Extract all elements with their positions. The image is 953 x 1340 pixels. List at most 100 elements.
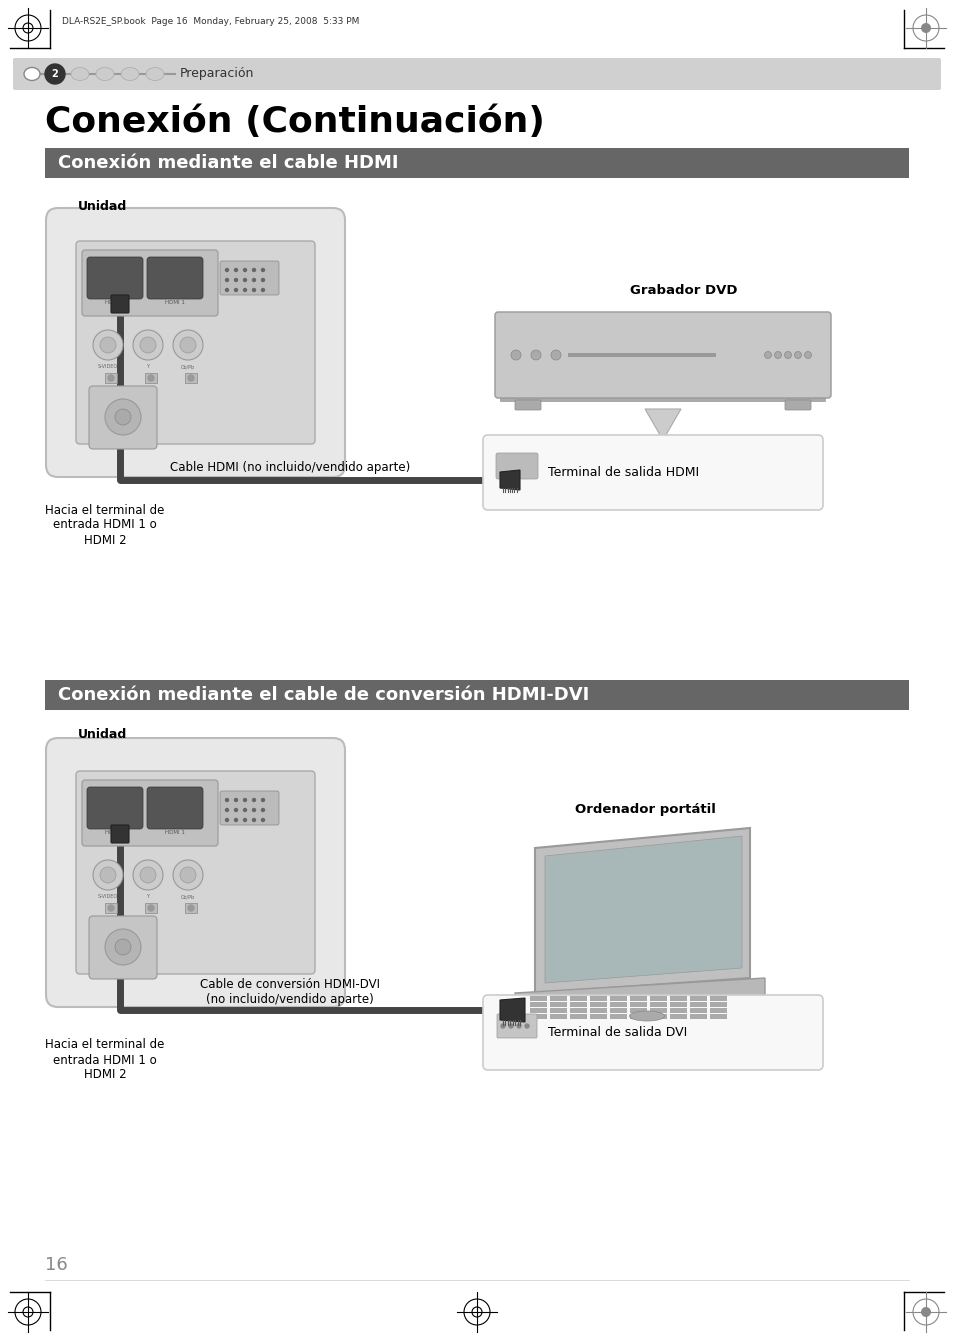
Bar bbox=[649, 1014, 666, 1018]
Text: Hacia el terminal de
entrada HDMI 1 o
HDMI 2: Hacia el terminal de entrada HDMI 1 o HD… bbox=[45, 1038, 165, 1081]
Ellipse shape bbox=[629, 1010, 664, 1021]
Circle shape bbox=[261, 268, 264, 272]
Bar bbox=[669, 1008, 686, 1013]
Polygon shape bbox=[544, 836, 741, 984]
Circle shape bbox=[92, 330, 123, 360]
FancyBboxPatch shape bbox=[76, 241, 314, 444]
Bar bbox=[609, 1008, 626, 1013]
Circle shape bbox=[234, 268, 237, 272]
Bar bbox=[649, 1002, 666, 1006]
Circle shape bbox=[234, 279, 237, 281]
Circle shape bbox=[243, 268, 246, 272]
Bar bbox=[629, 1002, 646, 1006]
Bar bbox=[569, 1002, 586, 1006]
Ellipse shape bbox=[96, 67, 113, 80]
Circle shape bbox=[920, 23, 930, 34]
Text: Cb/Pb: Cb/Pb bbox=[181, 895, 194, 899]
Circle shape bbox=[531, 350, 540, 360]
Circle shape bbox=[243, 808, 246, 812]
Bar bbox=[709, 1008, 726, 1013]
Bar bbox=[45, 679, 908, 710]
Bar bbox=[105, 373, 117, 383]
Circle shape bbox=[225, 279, 229, 281]
FancyBboxPatch shape bbox=[46, 738, 345, 1006]
Circle shape bbox=[234, 819, 237, 821]
Circle shape bbox=[243, 288, 246, 292]
Ellipse shape bbox=[146, 67, 164, 80]
Text: HDMI 2: HDMI 2 bbox=[105, 831, 125, 836]
Bar bbox=[669, 1014, 686, 1018]
Bar bbox=[649, 1008, 666, 1013]
FancyBboxPatch shape bbox=[82, 251, 218, 316]
Circle shape bbox=[105, 399, 141, 436]
Circle shape bbox=[794, 351, 801, 359]
Circle shape bbox=[763, 351, 771, 359]
Text: Cb/Pb: Cb/Pb bbox=[181, 364, 194, 370]
Bar bbox=[185, 903, 196, 913]
FancyBboxPatch shape bbox=[82, 780, 218, 846]
FancyBboxPatch shape bbox=[111, 295, 129, 314]
Circle shape bbox=[524, 1024, 529, 1028]
Bar bbox=[589, 1002, 606, 1006]
Bar bbox=[669, 1002, 686, 1006]
Text: Terminal de salida DVI: Terminal de salida DVI bbox=[547, 1026, 686, 1038]
Circle shape bbox=[261, 288, 264, 292]
Text: Hacia el terminal de
entrada HDMI 1 o
HDMI 2: Hacia el terminal de entrada HDMI 1 o HD… bbox=[45, 504, 165, 547]
Polygon shape bbox=[499, 470, 519, 490]
Bar bbox=[629, 1008, 646, 1013]
Circle shape bbox=[225, 268, 229, 272]
Bar bbox=[550, 1008, 566, 1013]
FancyBboxPatch shape bbox=[482, 436, 822, 511]
FancyBboxPatch shape bbox=[220, 261, 278, 295]
Text: 2: 2 bbox=[51, 68, 58, 79]
Bar bbox=[609, 1002, 626, 1006]
Polygon shape bbox=[644, 409, 680, 440]
Circle shape bbox=[243, 799, 246, 801]
Circle shape bbox=[253, 288, 255, 292]
Text: DLA-RS2E_SP.book  Page 16  Monday, February 25, 2008  5:33 PM: DLA-RS2E_SP.book Page 16 Monday, Februar… bbox=[62, 17, 359, 27]
Circle shape bbox=[172, 330, 203, 360]
Circle shape bbox=[108, 375, 113, 381]
Circle shape bbox=[115, 409, 131, 425]
FancyBboxPatch shape bbox=[496, 453, 537, 478]
Bar bbox=[709, 1002, 726, 1006]
Circle shape bbox=[180, 867, 195, 883]
Polygon shape bbox=[535, 828, 749, 993]
Circle shape bbox=[234, 808, 237, 812]
Circle shape bbox=[100, 336, 116, 352]
Bar bbox=[709, 1014, 726, 1018]
Text: HDMI 1: HDMI 1 bbox=[165, 831, 185, 836]
Bar bbox=[567, 352, 716, 356]
Circle shape bbox=[148, 905, 153, 911]
Ellipse shape bbox=[121, 67, 139, 80]
FancyBboxPatch shape bbox=[87, 257, 143, 299]
Bar bbox=[609, 996, 626, 1001]
Bar bbox=[589, 1008, 606, 1013]
Text: Cable de conversión HDMI-DVI
(no incluido/vendido aparte): Cable de conversión HDMI-DVI (no incluid… bbox=[200, 978, 379, 1006]
Circle shape bbox=[253, 268, 255, 272]
Circle shape bbox=[517, 1024, 520, 1028]
FancyBboxPatch shape bbox=[495, 312, 830, 398]
Circle shape bbox=[234, 288, 237, 292]
Circle shape bbox=[500, 1024, 504, 1028]
Bar bbox=[629, 1014, 646, 1018]
Circle shape bbox=[261, 819, 264, 821]
Bar bbox=[569, 1014, 586, 1018]
FancyBboxPatch shape bbox=[147, 787, 203, 829]
Bar bbox=[530, 996, 546, 1001]
FancyBboxPatch shape bbox=[220, 791, 278, 825]
Circle shape bbox=[188, 375, 193, 381]
Circle shape bbox=[140, 867, 156, 883]
Text: Ordenador portátil: Ordenador portátil bbox=[575, 804, 715, 816]
Circle shape bbox=[261, 799, 264, 801]
Text: Conexión mediante el cable HDMI: Conexión mediante el cable HDMI bbox=[58, 154, 398, 172]
Circle shape bbox=[509, 1024, 513, 1028]
Circle shape bbox=[148, 375, 153, 381]
FancyBboxPatch shape bbox=[13, 58, 940, 90]
Circle shape bbox=[551, 350, 560, 360]
Text: Y: Y bbox=[147, 364, 150, 370]
Circle shape bbox=[803, 351, 811, 359]
Circle shape bbox=[261, 279, 264, 281]
Text: Grabador DVD: Grabador DVD bbox=[629, 284, 737, 296]
Bar bbox=[629, 996, 646, 1001]
